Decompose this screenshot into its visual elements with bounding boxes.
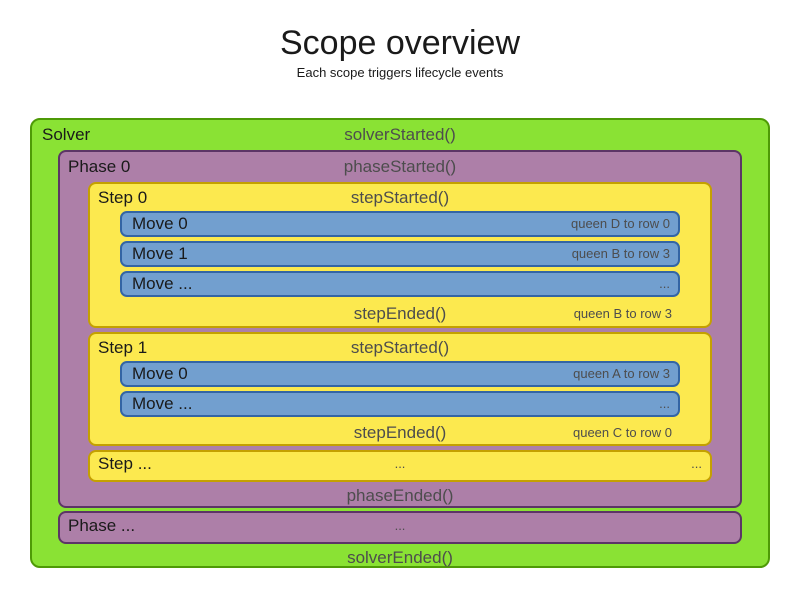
- phase-0-scope-box: phaseStarted() Phase 0 stepStarted() Ste…: [58, 150, 742, 508]
- step-ellipsis-box: ... Step ... ...: [88, 450, 712, 482]
- move-label: Move ...: [132, 274, 193, 293]
- phase-ellipsis-center: ...: [394, 518, 406, 533]
- solver-header: solverStarted() Solver: [32, 120, 768, 150]
- step-0-label: Step 0: [98, 188, 148, 207]
- solver-started-event: solverStarted(): [344, 125, 456, 144]
- move-row: Move ... ...: [120, 391, 680, 417]
- solver-ended-event: solverEnded(): [347, 548, 453, 567]
- move-label: Move 1: [132, 244, 188, 263]
- step-0-header: stepStarted() Step 0: [90, 184, 710, 211]
- move-annotation: ...: [659, 276, 670, 291]
- step-started-event: stepStarted(): [350, 338, 450, 357]
- move-label: Move ...: [132, 394, 193, 413]
- step-1-scope-box: stepStarted() Step 1 Move 0 queen A to r…: [88, 332, 712, 446]
- move-row: Move 0 queen A to row 3: [120, 361, 680, 387]
- step-ellipsis-right: ...: [691, 456, 702, 471]
- phase-started-event: phaseStarted(): [343, 157, 457, 176]
- move-annotation: queen B to row 3: [571, 246, 670, 261]
- move-row: Move 1 queen B to row 3: [120, 241, 680, 267]
- phase-ellipsis-box: ... Phase ...: [58, 511, 742, 544]
- step-0-footer: stepEnded() queen B to row 3: [90, 301, 710, 326]
- solver-footer: solverEnded(): [32, 544, 768, 571]
- step-ellipsis-label: Step ...: [98, 454, 152, 473]
- step-started-event: stepStarted(): [350, 188, 450, 207]
- page-subtitle: Each scope triggers lifecycle events: [296, 65, 504, 80]
- move-row: Move ... ...: [120, 271, 680, 297]
- solver-scope-box: solverStarted() Solver phaseStarted() Ph…: [30, 118, 770, 568]
- move-annotation: queen A to row 3: [573, 366, 670, 381]
- title-block: Scope overview Each scope triggers lifec…: [0, 24, 800, 80]
- phase-0-header: phaseStarted() Phase 0: [60, 152, 740, 182]
- move-label: Move 0: [132, 364, 188, 383]
- move-row: Move 0 queen D to row 0: [120, 211, 680, 237]
- phase-0-footer: phaseEnded(): [60, 482, 740, 510]
- phase-0-label: Phase 0: [68, 157, 131, 176]
- step-ended-annotation: queen B to row 3: [573, 306, 672, 321]
- page-title: Scope overview: [279, 24, 520, 62]
- step-ended-event: stepEnded(): [353, 304, 447, 323]
- move-annotation: queen D to row 0: [570, 216, 670, 231]
- step-1-label: Step 1: [98, 338, 148, 357]
- step-ended-event: stepEnded(): [353, 423, 447, 442]
- phase-ellipsis-label: Phase ...: [68, 516, 136, 535]
- phase-ended-event: phaseEnded(): [346, 486, 454, 505]
- step-1-footer: stepEnded() queen C to row 0: [90, 421, 710, 444]
- step-ended-annotation: queen C to row 0: [572, 425, 672, 440]
- step-0-scope-box: stepStarted() Step 0 Move 0 queen D to r…: [88, 182, 712, 328]
- step-ellipsis-center: ...: [394, 456, 406, 471]
- solver-label: Solver: [42, 125, 91, 144]
- step-1-header: stepStarted() Step 1: [90, 334, 710, 361]
- move-label: Move 0: [132, 214, 188, 233]
- move-annotation: ...: [659, 396, 670, 411]
